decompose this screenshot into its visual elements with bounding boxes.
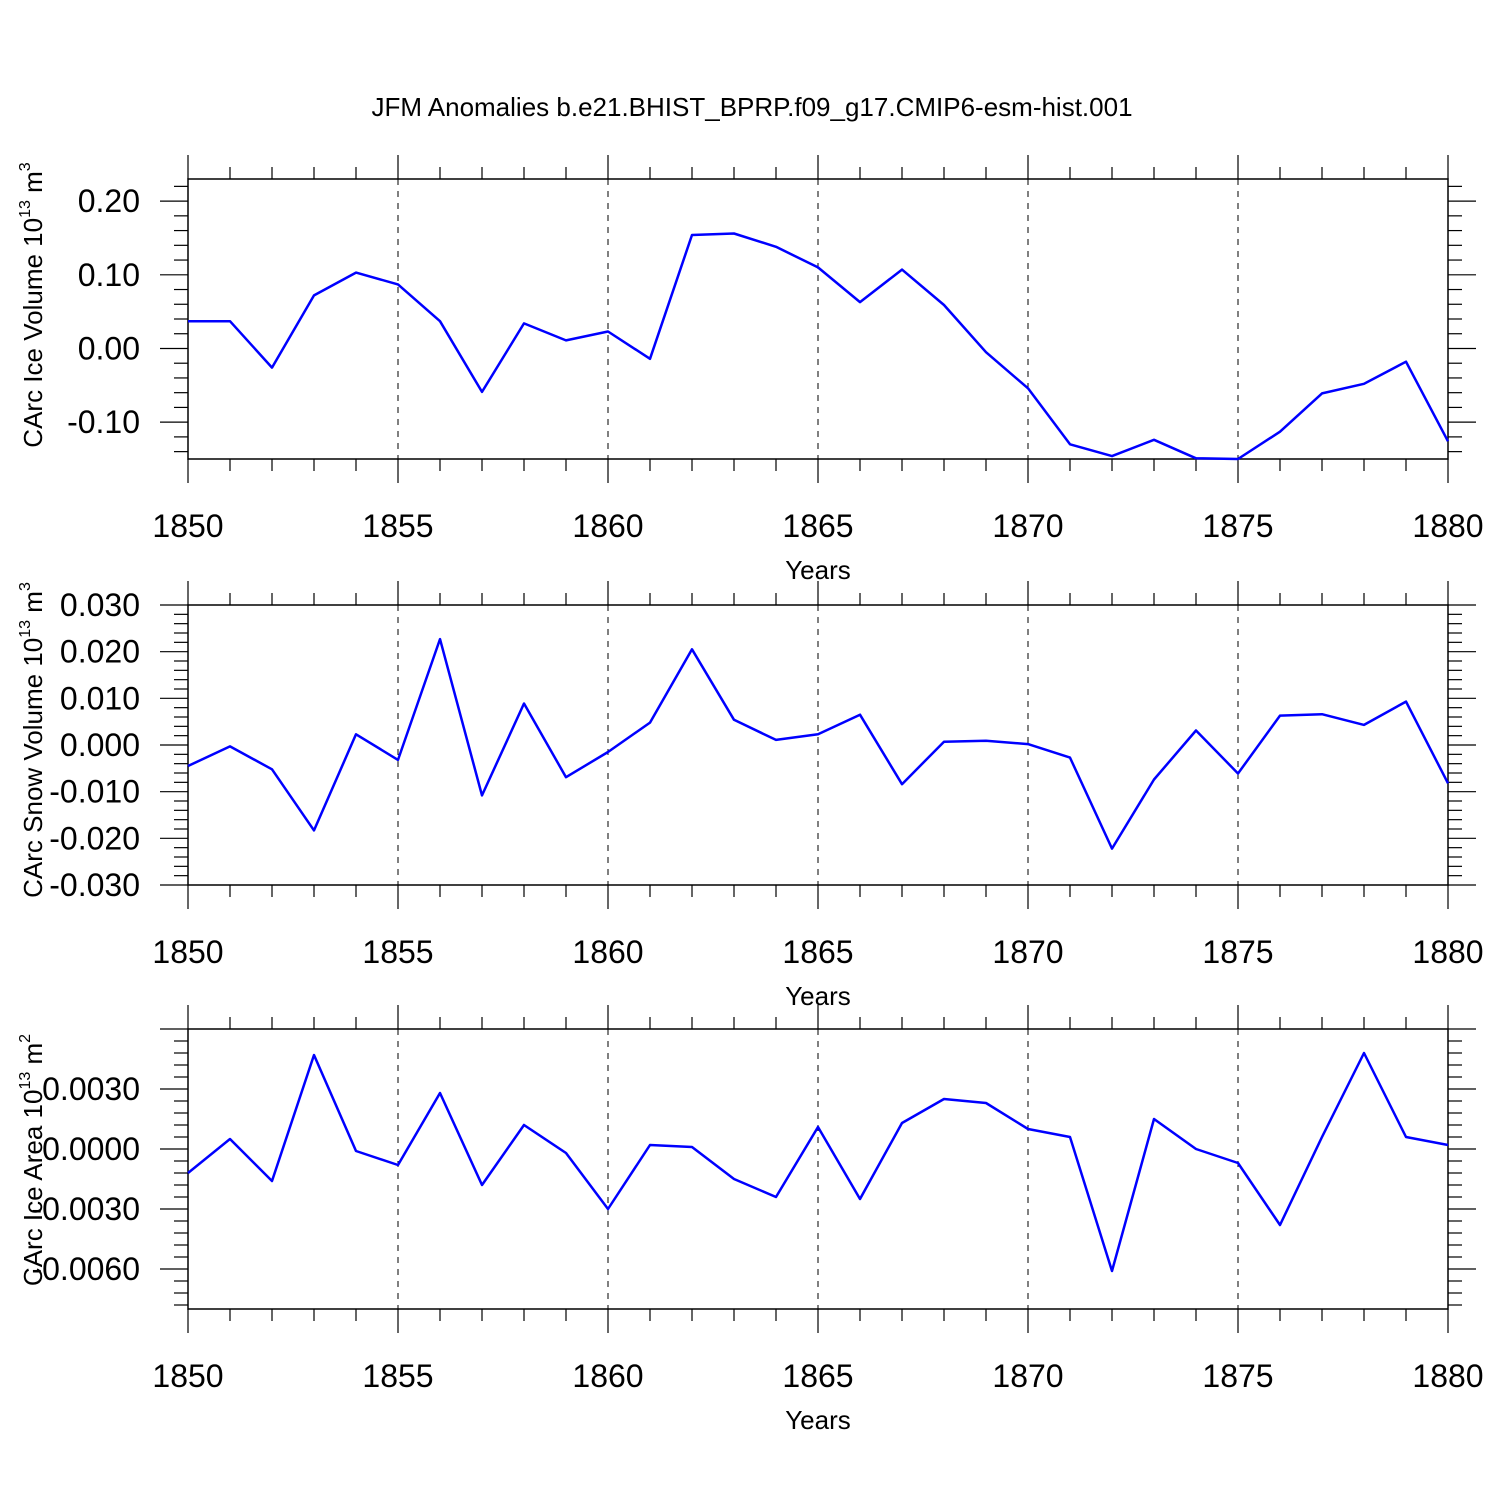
- y-axis-label-text: CArc Ice Volume 10: [18, 218, 48, 448]
- series-line: [187, 1051, 1449, 1273]
- chart-panel-3: 1850 1855 1860 1865 1870 1875 1880 Years 0.0030 0…: [17, 1005, 1484, 1435]
- y-axis-label-unit: m: [18, 1043, 48, 1072]
- x-tick-label: 1860: [572, 1358, 643, 1394]
- y-axis-label: CArc Ice Volume 1013 m3: [17, 162, 48, 447]
- series-line: [188, 232, 1450, 461]
- chart-title: JFM Anomalies b.e21.BHIST_BPRP.f09_g17.C…: [371, 92, 1132, 122]
- x-axis-label: Years: [785, 1405, 851, 1435]
- x-tick-label: 1855: [362, 1358, 433, 1394]
- y-tick-label: 0.20: [78, 183, 140, 219]
- y-axis-label-exponent: 13: [17, 1072, 34, 1090]
- x-tick-label: 1860: [572, 508, 643, 544]
- x-tick-label: 1875: [1202, 934, 1273, 970]
- x-tick-label: 1850: [152, 934, 223, 970]
- x-tick-label: 1865: [782, 934, 853, 970]
- y-tick-label: -0.020: [49, 820, 140, 856]
- x-tick-label: 1880: [1412, 508, 1483, 544]
- y-tick-label: -0.10: [67, 404, 140, 440]
- y-tick-label: -0.030: [49, 867, 140, 903]
- x-tick-label: 1875: [1202, 1358, 1273, 1394]
- y-axis-label-unit-exponent: 3: [17, 162, 34, 171]
- y-tick-label: 0.010: [60, 680, 140, 716]
- y-tick-label: 0.00: [78, 330, 140, 366]
- x-tick-label: 1850: [152, 1358, 223, 1394]
- y-axis-label-unit-exponent: 3: [17, 582, 34, 591]
- chart-panel-2: 1850 1855 1860 1865 1870 1875 1880Years0.0300.…: [17, 581, 1484, 1011]
- series-line: [187, 637, 1450, 850]
- x-tick-label: 1855: [362, 934, 433, 970]
- x-tick-label: 1850: [152, 508, 223, 544]
- x-tick-label: 1860: [572, 934, 643, 970]
- y-axis-label: CArc Ice Area 1013 m2: [17, 1034, 48, 1286]
- y-axis-label-exponent: 13: [17, 200, 34, 218]
- x-tick-label: 1870: [992, 934, 1063, 970]
- y-tick-label: 0.000: [60, 727, 140, 763]
- y-axis-label-unit: m: [18, 171, 48, 200]
- x-tick-label: 1870: [992, 508, 1063, 544]
- y-tick-label: -0.0030: [31, 1191, 140, 1227]
- y-axis-label-exponent: 13: [17, 620, 34, 638]
- x-tick-label: 1855: [362, 508, 433, 544]
- chart-panels: 1850 1855 1860 1865 1870 1875 1880 Years 0.20 0.1…: [17, 155, 1484, 1435]
- y-tick-label: 0.020: [60, 634, 140, 670]
- x-tick-label: 1875: [1202, 508, 1273, 544]
- y-axis-label-unit-exponent: 2: [17, 1034, 34, 1043]
- y-axis-label-unit: m: [18, 591, 48, 620]
- y-axis-label-text: CArc Ice Area 10: [18, 1090, 48, 1287]
- y-tick-label: 0.10: [78, 257, 140, 293]
- y-tick-label: 0.030: [60, 587, 140, 623]
- svg-text:CArc Ice Area 1013 m2: CArc Ice Area 1013 m2: [17, 1034, 48, 1286]
- x-tick-label: 1880: [1412, 1358, 1483, 1394]
- x-tick-label: 1865: [782, 1358, 853, 1394]
- x-tick-label: 1870: [992, 1358, 1063, 1394]
- y-tick-label: 0.0030: [42, 1071, 140, 1107]
- y-tick-label: 0.0000: [42, 1131, 140, 1167]
- x-axis-label: Years: [785, 555, 851, 585]
- x-tick-label: 1880: [1412, 934, 1483, 970]
- y-tick-label: -0.010: [49, 774, 140, 810]
- x-tick-label: 1865: [782, 508, 853, 544]
- y-axis-label-clip: CArc Ice Area 1013 m2: [17, 1034, 48, 1286]
- svg-text:CArc Ice Volume 1013 m3: CArc Ice Volume 1013 m3: [17, 162, 48, 447]
- chart-panel-1: 1850 1855 1860 1865 1870 1875 1880 Years 0.20 0.1…: [17, 155, 1484, 585]
- y-tick-label: -0.0060: [31, 1251, 140, 1287]
- svg-text:CArc Snow Volume 1013 m3: CArc Snow Volume 1013 m3: [17, 582, 48, 898]
- y-axis-label: CArc Snow Volume 1013 m3: [17, 582, 48, 898]
- y-axis-label-text: CArc Snow Volume 10: [18, 638, 48, 898]
